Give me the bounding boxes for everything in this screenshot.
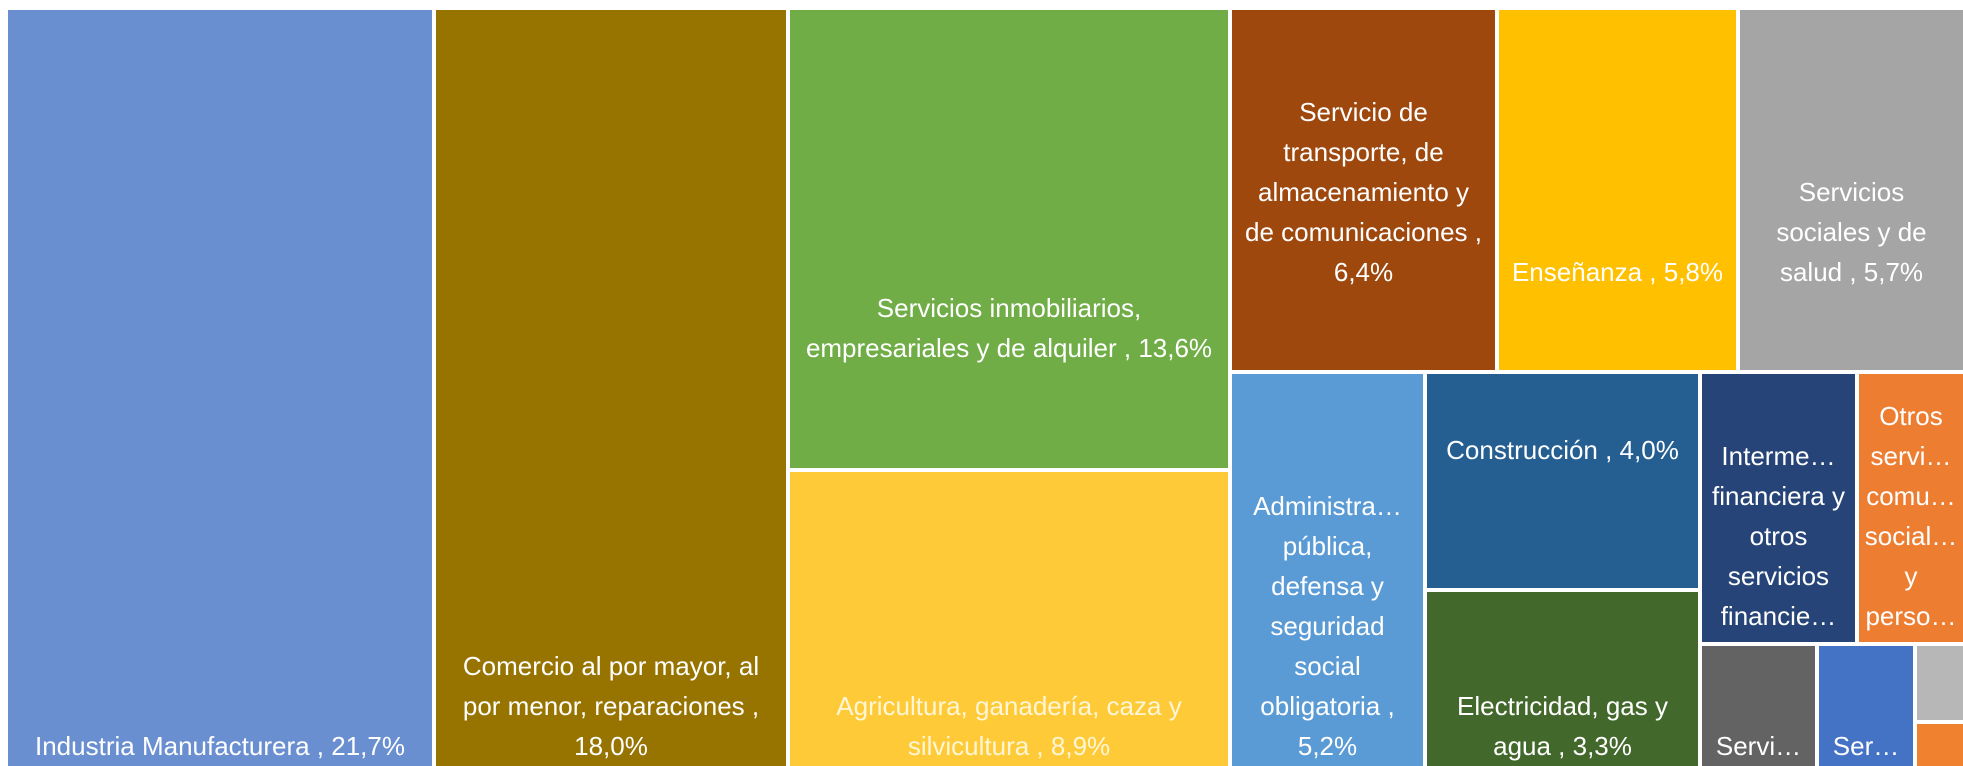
tile	[1917, 724, 1963, 766]
tile-label: Servicios inmobiliarios, empresariales y…	[805, 293, 1213, 363]
tile: Servicios inmobiliarios, empresariales y…	[790, 10, 1228, 468]
tile: Servicios sociales y de salud , 5,7%	[1740, 10, 1963, 370]
tile-label: Industria Manufacturera , 21,7%	[35, 731, 405, 761]
tile-label: Comercio al por mayor, al por menor, rep…	[462, 651, 760, 761]
tile: Enseñanza , 5,8%	[1499, 10, 1736, 370]
tile: Administra… pública, defensa y seguridad…	[1232, 374, 1423, 766]
tile: Comercio al por mayor, al por menor, rep…	[436, 10, 786, 766]
tile: Industria Manufacturera , 21,7%	[8, 10, 432, 766]
tile: Construcción , 4,0%	[1427, 374, 1698, 588]
tile-label: Electricidad, gas y agua , 3,3%	[1457, 691, 1668, 761]
tile: Servicio de transporte, de almacenamient…	[1232, 10, 1495, 370]
tile: Servi…	[1702, 646, 1815, 766]
tile-label: Ser…	[1832, 731, 1900, 761]
tile	[1917, 646, 1963, 720]
tile-label: Agricultura, ganadería, caza y silvicult…	[836, 691, 1182, 761]
tile-label: Interme… financiera y otros servicios fi…	[1712, 441, 1845, 631]
tile: Ser…	[1819, 646, 1913, 766]
tile: Electricidad, gas y agua , 3,3%	[1427, 592, 1698, 766]
tile: Otros servi… comu… social… y perso…	[1859, 374, 1963, 642]
tile-label: Servicios sociales y de salud , 5,7%	[1776, 177, 1927, 287]
tile: Interme… financiera y otros servicios fi…	[1702, 374, 1855, 642]
tile-label: Construcción , 4,0%	[1446, 435, 1679, 465]
tile-label: Servicio de transporte, de almacenamient…	[1244, 97, 1483, 287]
tile-label: Otros servi… comu… social… y perso…	[1864, 401, 1958, 631]
tile-label: Enseñanza , 5,8%	[1511, 257, 1724, 287]
tile: Agricultura, ganadería, caza y silvicult…	[790, 472, 1228, 766]
tile-label: Servi…	[1715, 731, 1802, 761]
tile-label: Administra… pública, defensa y seguridad…	[1253, 491, 1402, 761]
